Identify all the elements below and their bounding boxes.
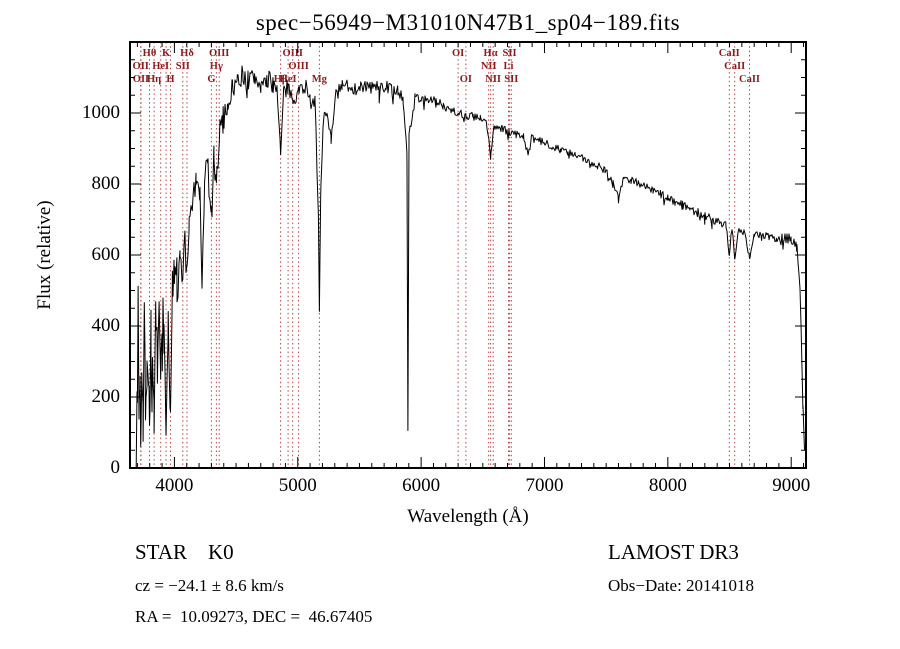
- spectral-line-label-OIII: OIII: [282, 48, 303, 59]
- spectral-line-label-CaII: CaII: [718, 48, 740, 59]
- x-axis-label: Wavelength (Å): [407, 506, 529, 527]
- y-tick-label: 200: [91, 386, 121, 407]
- obs-date: Obs−Date: 20141018: [608, 576, 755, 595]
- survey-label: LAMOST DR3: [608, 540, 739, 564]
- spectral-line-label-SII: SII: [504, 74, 519, 85]
- x-tick-label: 5000: [278, 475, 317, 496]
- ra-dec-value: RA = 10.09273, DEC = 46.67405: [135, 607, 373, 626]
- spectral-line-label-CaII: CaII: [738, 74, 760, 85]
- axes-frame: [129, 41, 807, 469]
- spectral-line-label-OIII: OIII: [208, 48, 230, 59]
- spectral-line-label-SII: SII: [502, 48, 517, 59]
- spectral-line-label-OIII: OIII: [288, 61, 309, 72]
- y-tick-label: 400: [91, 315, 121, 336]
- y-tick-label: 1000: [82, 102, 120, 123]
- x-tick-label: 9000: [772, 475, 811, 496]
- x-tick-label: 8000: [648, 475, 687, 496]
- object-class-label: STAR K0: [135, 540, 234, 564]
- spectral-line-label-G: G: [207, 74, 216, 85]
- spectral-line-label-Hγ: Hγ: [209, 61, 223, 72]
- x-tick-label: 7000: [525, 475, 564, 496]
- plot-title: spec−56949−M31010N47B1_sp04−189.fits: [255, 10, 681, 35]
- y-axis-label: Flux (relative): [34, 200, 55, 310]
- y-tick-label: 800: [91, 173, 121, 194]
- cz-value: cz = −24.1 ± 8.6 km/s: [135, 576, 284, 595]
- spectral-line-label-CaII: CaII: [724, 61, 746, 72]
- y-tick-label: 600: [91, 244, 121, 265]
- spectral-line-label-Mg: Mg: [311, 74, 327, 85]
- x-tick-label: 6000: [402, 475, 441, 496]
- y-tick-label: 0: [110, 457, 121, 478]
- spectral-line-label-Li: Li: [503, 61, 514, 72]
- spectrum-line: [135, 65, 805, 468]
- x-tick-label: 4000: [155, 475, 194, 496]
